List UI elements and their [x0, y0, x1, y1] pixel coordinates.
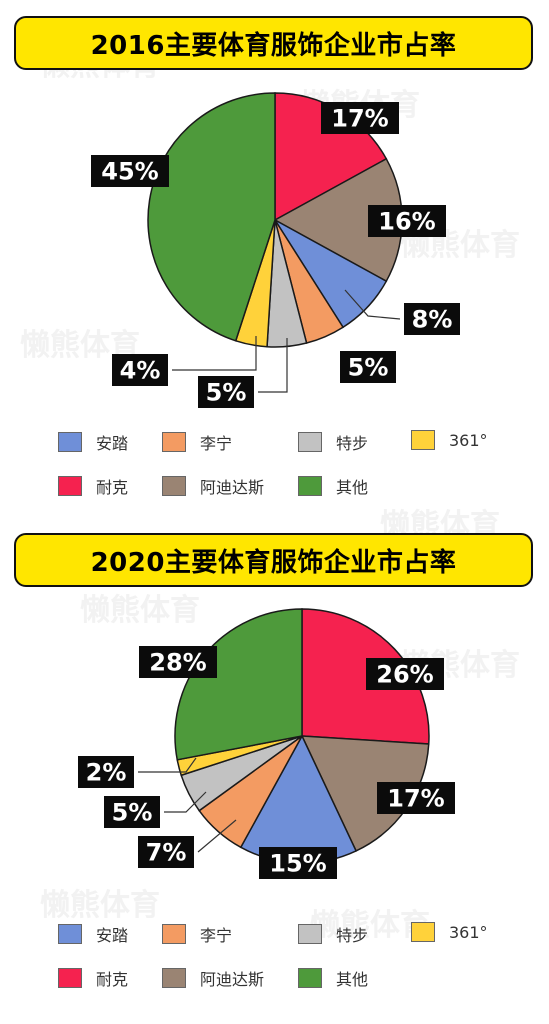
data-label-text: 8% [412, 306, 453, 334]
data-label-text: 16% [378, 208, 435, 236]
legend-swatch [162, 968, 186, 988]
legend-swatch [58, 968, 82, 988]
data-label: 5% [104, 796, 160, 828]
data-label: 28% [139, 646, 217, 678]
data-label: 5% [198, 376, 254, 408]
data-label-text: 17% [331, 105, 388, 133]
legend-swatch [411, 430, 435, 450]
data-label-text: 15% [269, 850, 326, 878]
leader-line [197, 819, 237, 853]
data-label: 15% [259, 847, 337, 879]
data-label: 45% [91, 155, 169, 187]
leader-line [172, 336, 257, 371]
data-label: 2% [78, 756, 134, 788]
data-label: 17% [321, 102, 399, 134]
legend-label: 安踏 [96, 926, 129, 945]
legend-item: 特步 [298, 430, 368, 454]
legend-label: 特步 [336, 926, 369, 945]
legend-label: 361° [449, 430, 488, 450]
legend-item: 耐克 [58, 966, 128, 990]
legend-label: 特步 [336, 434, 369, 453]
legend-item: 其他 [298, 474, 368, 498]
legend-item: 安踏 [58, 430, 128, 454]
legend-label: 李宁 [200, 434, 233, 453]
legend-2020: 安踏 李宁 特步 361° 耐克 阿迪达斯 其他 [0, 922, 549, 1012]
legend-swatch [411, 922, 435, 942]
data-label: 4% [112, 354, 168, 386]
data-label: 7% [138, 836, 194, 868]
data-label: 16% [368, 205, 446, 237]
legend-label: 阿迪达斯 [200, 970, 265, 989]
data-label: 5% [340, 351, 396, 383]
data-label-text: 5% [348, 354, 389, 382]
legend-swatch [162, 476, 186, 496]
legend-label: 安踏 [96, 434, 129, 453]
legend-item: 特步 [298, 922, 368, 946]
data-label: 26% [366, 658, 444, 690]
legend-label: 李宁 [200, 926, 233, 945]
legend-2016: 安踏 李宁 特步 361° 耐克 阿迪达斯 其他 [0, 430, 549, 520]
data-label-text: 2% [86, 759, 127, 787]
data-label-text: 45% [101, 158, 158, 186]
legend-item: 李宁 [162, 922, 232, 946]
chart-title-2020: 2020主要体育服饰企业市占率 [14, 533, 533, 587]
legend-item: 李宁 [162, 430, 232, 454]
legend-swatch [298, 432, 322, 452]
legend-swatch [58, 924, 82, 944]
legend-swatch [298, 924, 322, 944]
legend-swatch [58, 476, 82, 496]
data-label-text: 17% [387, 785, 444, 813]
legend-item: 阿迪达斯 [162, 966, 264, 990]
leader-line [344, 289, 401, 320]
legend-item: 361° [411, 430, 488, 450]
pie-chart-2020: 26% 17% 15% 7% 5% 2% 28% [78, 608, 455, 879]
legend-label: 其他 [336, 478, 369, 497]
data-label-text: 5% [206, 379, 247, 407]
data-label: 17% [377, 782, 455, 814]
leader-line [138, 757, 197, 773]
pie-slice [301, 608, 430, 745]
data-label: 8% [404, 303, 460, 335]
pie-slice [147, 92, 276, 342]
pie-chart-2016: 17% 16% 8% 5% 5% 4% 45% [91, 92, 460, 408]
chart-title-2016: 2016主要体育服饰企业市占率 [14, 16, 533, 70]
legend-label: 耐克 [96, 970, 129, 989]
legend-label: 阿迪达斯 [200, 478, 265, 497]
data-label-text: 4% [120, 357, 161, 385]
legend-swatch [162, 924, 186, 944]
legend-swatch [58, 432, 82, 452]
legend-item: 阿迪达斯 [162, 474, 264, 498]
leader-line [164, 791, 207, 813]
legend-item: 361° [411, 922, 488, 942]
leader-line [258, 338, 288, 393]
legend-swatch [298, 968, 322, 988]
legend-item: 安踏 [58, 922, 128, 946]
legend-item: 耐克 [58, 474, 128, 498]
pie-slice [174, 608, 303, 761]
data-label-text: 28% [149, 649, 206, 677]
legend-label: 361° [449, 922, 488, 942]
data-label-text: 7% [146, 839, 187, 867]
data-label-text: 26% [376, 661, 433, 689]
legend-item: 其他 [298, 966, 368, 990]
legend-swatch [298, 476, 322, 496]
data-label-text: 5% [112, 799, 153, 827]
legend-swatch [162, 432, 186, 452]
legend-label: 耐克 [96, 478, 129, 497]
legend-label: 其他 [336, 970, 369, 989]
